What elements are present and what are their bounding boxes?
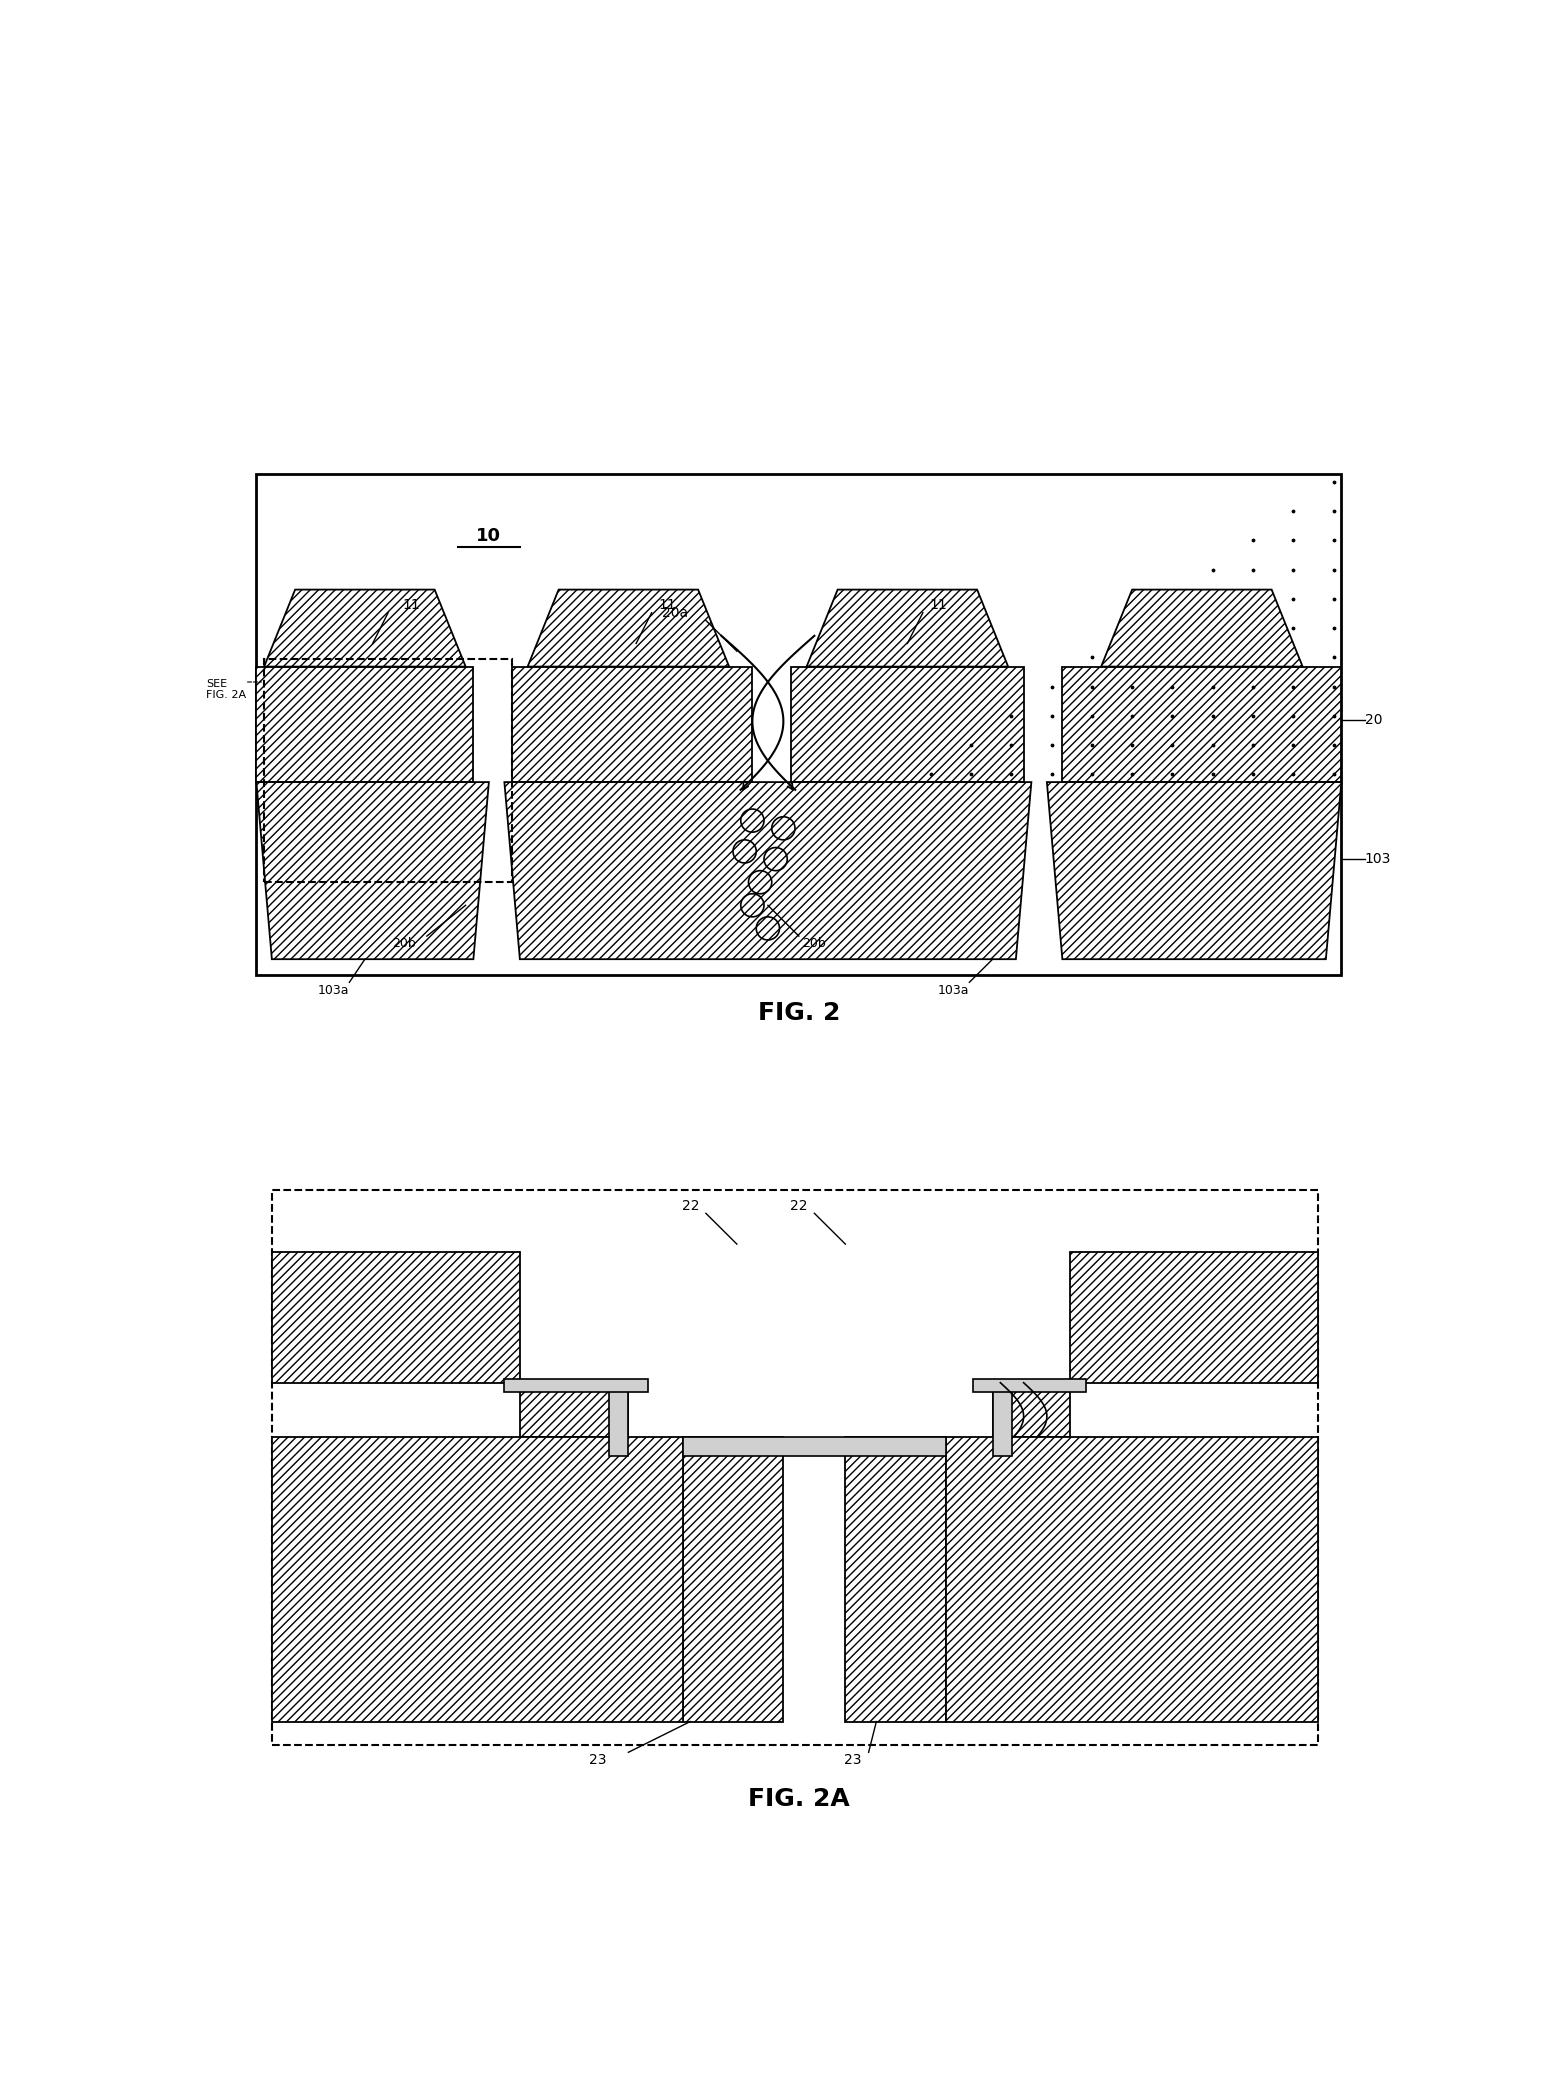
Bar: [264, 658, 512, 882]
Polygon shape: [1062, 667, 1342, 782]
Polygon shape: [1047, 782, 1342, 959]
Polygon shape: [272, 1436, 683, 1722]
Polygon shape: [504, 782, 1031, 959]
Text: 20a: 20a: [662, 606, 687, 621]
Polygon shape: [791, 667, 1023, 782]
Text: 20: 20: [1365, 713, 1382, 727]
Polygon shape: [257, 782, 488, 959]
Text: SEE
FIG. 2A: SEE FIG. 2A: [205, 679, 246, 700]
Polygon shape: [846, 1436, 945, 1722]
Text: 20b: 20b: [392, 936, 415, 951]
Text: 11: 11: [658, 598, 676, 612]
Text: 103a: 103a: [938, 984, 970, 997]
Text: 23: 23: [844, 1754, 861, 1766]
Bar: [610, 1384, 628, 1457]
Text: 11: 11: [930, 598, 947, 612]
Text: 10: 10: [476, 527, 501, 545]
Text: 20b: 20b: [802, 936, 826, 951]
Polygon shape: [527, 589, 729, 667]
Bar: [992, 1384, 1012, 1457]
Text: 11: 11: [403, 598, 420, 612]
Bar: [257, 474, 1342, 974]
Polygon shape: [1101, 589, 1303, 667]
Bar: [272, 1189, 1319, 1745]
Text: 103a: 103a: [319, 984, 350, 997]
Text: 103: 103: [1365, 853, 1392, 865]
Text: FIG. 2: FIG. 2: [757, 1001, 840, 1024]
Polygon shape: [807, 589, 1008, 667]
Polygon shape: [512, 667, 753, 782]
Bar: [504, 1379, 648, 1392]
Text: 23: 23: [589, 1754, 606, 1766]
Text: 22: 22: [790, 1198, 807, 1212]
Bar: [683, 1436, 945, 1457]
Polygon shape: [992, 1384, 1070, 1436]
Polygon shape: [272, 1252, 519, 1384]
Text: FIG. 2A: FIG. 2A: [748, 1787, 849, 1810]
Polygon shape: [519, 1384, 628, 1436]
Bar: [973, 1379, 1085, 1392]
Polygon shape: [257, 667, 473, 782]
Text: 22: 22: [681, 1198, 700, 1212]
Polygon shape: [683, 1436, 784, 1722]
Polygon shape: [264, 589, 465, 667]
Polygon shape: [1070, 1252, 1319, 1384]
Polygon shape: [945, 1436, 1319, 1722]
